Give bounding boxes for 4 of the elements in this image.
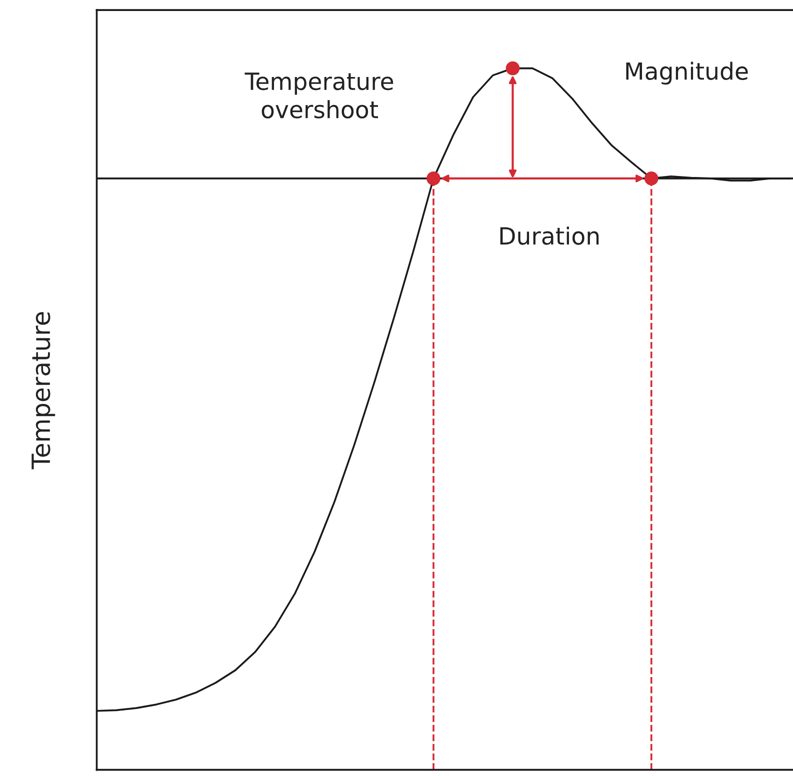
annotation: Magnitude	[626, 62, 748, 85]
y-axis-title: Temperature	[32, 312, 56, 470]
annotation: Temperature overshoot	[244, 72, 394, 118]
annotation: Duration	[500, 226, 599, 245]
